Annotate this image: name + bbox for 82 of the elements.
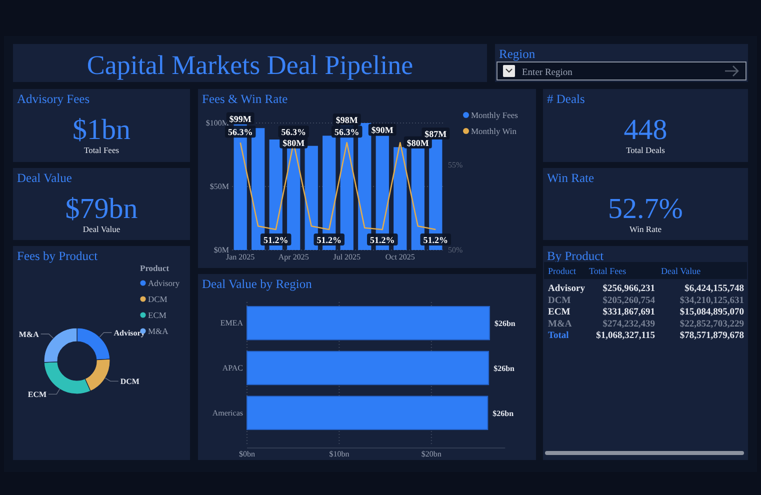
text: $15,084,895,070 — [680, 308, 744, 318]
text: By Product — [547, 249, 604, 263]
data-label: 51.2% — [423, 235, 448, 246]
slice-label: ECM — [28, 390, 47, 400]
x-tick-label: Jul 2025 — [333, 252, 361, 262]
text: $1bn — [72, 114, 131, 146]
bar — [394, 147, 407, 250]
data-label: $99M — [229, 114, 252, 124]
x-tick-label: $0bn — [239, 450, 255, 459]
data-label: 56.3% — [281, 127, 306, 138]
x-tick-label: Apr 2025 — [278, 252, 309, 262]
y-tick-label: $0M — [214, 246, 229, 255]
chart-title: Deal Value by Region — [202, 277, 313, 291]
text: M&A — [548, 319, 572, 330]
data-label: 56.3% — [228, 127, 253, 138]
data-label: $90M — [371, 125, 394, 136]
text: Total Fees — [84, 145, 120, 155]
data-label: $98M — [336, 115, 358, 126]
chart-title: Fees & Win Rate — [202, 92, 288, 106]
legend-label: Advisory — [148, 278, 180, 288]
data-label: $87M — [424, 129, 448, 140]
y-tick-label: $50M — [210, 182, 229, 192]
text: 52.7% — [608, 193, 683, 225]
text: $22,852,703,229 — [680, 319, 744, 330]
y-tick-label: Americas — [212, 408, 243, 418]
text: Capital Markets Deal Pipeline — [86, 50, 414, 80]
y-tick-label: APAC — [222, 364, 243, 373]
bar — [252, 128, 265, 250]
bar — [287, 148, 300, 250]
text: $256,966,231 — [602, 284, 656, 294]
data-label: $26bn — [492, 408, 514, 418]
y-tick-label: $100M — [206, 118, 229, 128]
text: Advisory Fees — [17, 92, 90, 106]
bar — [304, 146, 318, 250]
text: # Deals — [547, 92, 585, 106]
legend-label: M&A — [148, 326, 170, 336]
data-label: $26bn — [494, 364, 516, 373]
legend-title: Product — [140, 263, 170, 273]
data-label: $80M — [406, 138, 430, 148]
y-tick-label: EMEA — [220, 318, 244, 328]
text: $78,571,879,678 — [680, 331, 744, 342]
text: Total Fees — [589, 266, 627, 276]
text: $6,424,155,748 — [684, 284, 744, 294]
slice-label: DCM — [120, 377, 140, 386]
text: Win Rate — [547, 171, 595, 185]
legend-label: Monthly Win — [471, 126, 518, 136]
text: $1,068,327,115 — [596, 331, 656, 342]
legend-label: ECM — [148, 310, 167, 320]
text: Region — [499, 47, 536, 61]
text: Enter Region — [522, 68, 573, 78]
text: $274,232,439 — [602, 319, 656, 330]
x-tick-label: Oct 2025 — [385, 252, 415, 262]
data-label: 56.3% — [334, 127, 360, 138]
text: Total — [548, 331, 570, 342]
text: $205,260,754 — [602, 296, 656, 306]
text: Deal Value — [82, 224, 120, 234]
y2-tick-label: 50% — [448, 246, 463, 255]
data-label: 51.2% — [316, 235, 342, 246]
text: Deal Value — [17, 171, 72, 185]
slice-label: Advisory — [114, 328, 145, 338]
data-label: 51.2% — [263, 235, 288, 246]
data-label: 51.2% — [370, 235, 395, 246]
legend-label: Monthly Fees — [471, 110, 518, 120]
x-tick-label: $10bn — [329, 450, 350, 459]
text: Win Rate — [630, 224, 662, 234]
text: 448 — [624, 114, 668, 146]
text: $34,210,125,631 — [680, 296, 744, 306]
legend-label: DCM — [148, 294, 168, 304]
chart-title: Fees by Product — [17, 249, 98, 263]
text: Advisory — [548, 284, 586, 294]
text: Deal Value — [661, 266, 701, 276]
y2-tick-label: 55% — [448, 160, 463, 170]
x-tick-label: Jan 2025 — [226, 252, 255, 262]
slice-label: M&A — [18, 330, 40, 340]
data-label: $26bn — [494, 319, 516, 328]
text: $331,867,691 — [602, 308, 656, 318]
x-tick-label: $20bn — [421, 450, 442, 459]
text: Total Deals — [626, 145, 665, 155]
text: DCM — [548, 296, 571, 306]
text: Product — [548, 266, 576, 276]
text: ECM — [548, 308, 570, 318]
text: $79bn — [65, 193, 138, 225]
